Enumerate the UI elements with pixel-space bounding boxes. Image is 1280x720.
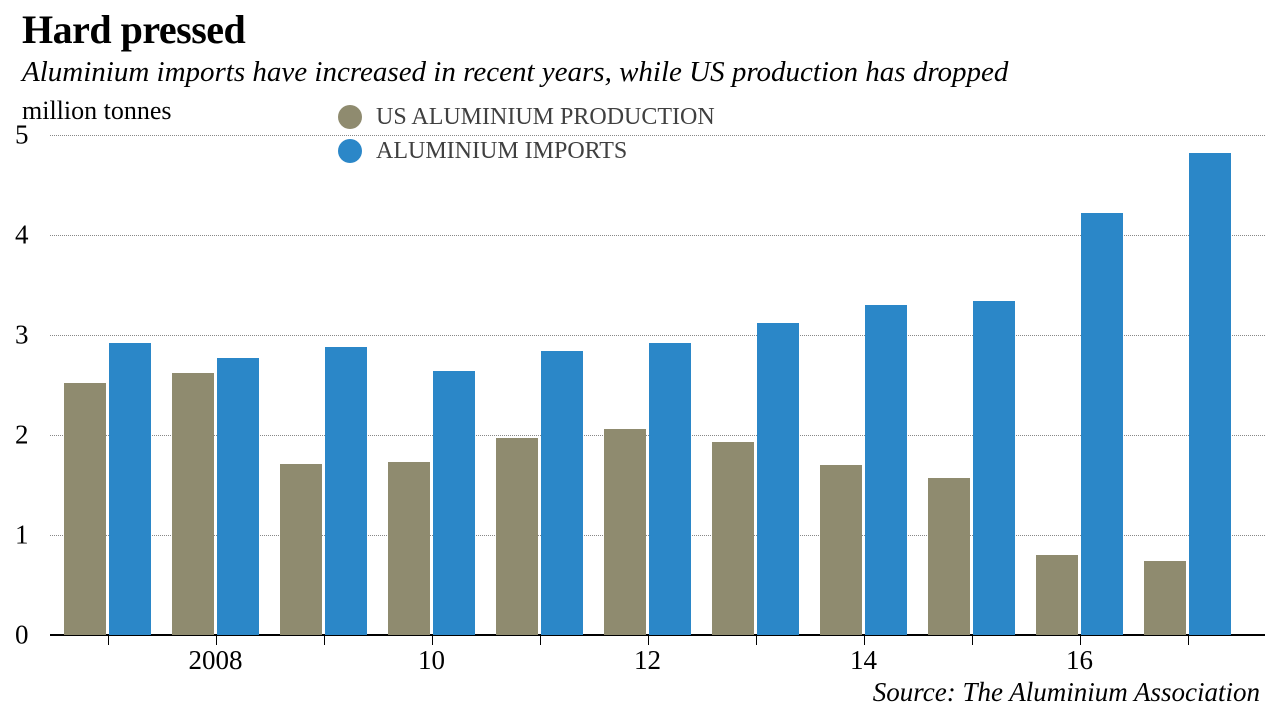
bar-imports (649, 343, 691, 635)
y-tick-label: 4 (15, 220, 55, 251)
bar-imports (865, 305, 907, 635)
bar-production (928, 478, 970, 635)
bar-production (64, 383, 106, 635)
y-tick-label: 2 (15, 420, 55, 451)
chart-container: Hard pressed Aluminium imports have incr… (0, 0, 1280, 720)
bar-production (604, 429, 646, 635)
x-tick-mark (756, 635, 757, 645)
legend-item-production: US ALUMINIUM PRODUCTION (338, 100, 715, 134)
bar-production (280, 464, 322, 635)
chart-title: Hard pressed (22, 6, 245, 53)
x-tick-mark (432, 635, 433, 645)
bar-production (172, 373, 214, 635)
bar-imports (325, 347, 367, 635)
x-tick-label: 2008 (189, 645, 243, 676)
bar-production (496, 438, 538, 635)
x-tick-mark (648, 635, 649, 645)
bar-production (388, 462, 430, 635)
x-tick-mark (216, 635, 217, 645)
x-tick-mark (540, 635, 541, 645)
bar-imports (1081, 213, 1123, 635)
bar-imports (217, 358, 259, 635)
y-tick-label: 1 (15, 520, 55, 551)
bar-imports (1189, 153, 1231, 635)
bar-imports (757, 323, 799, 635)
bar-imports (433, 371, 475, 635)
x-tick-mark (108, 635, 109, 645)
y-tick-label: 5 (15, 120, 55, 151)
bar-production (1036, 555, 1078, 635)
bar-imports (109, 343, 151, 635)
x-tick-label: 10 (418, 645, 445, 676)
legend-swatch-production (338, 105, 362, 129)
chart-source: Source: The Aluminium Association (873, 677, 1260, 708)
bar-production (712, 442, 754, 635)
x-tick-mark (324, 635, 325, 645)
x-tick-mark (1080, 635, 1081, 645)
chart-plot-area: 012345200810121416 (50, 135, 1265, 635)
gridline (50, 135, 1265, 136)
y-tick-label: 3 (15, 320, 55, 351)
x-tick-label: 14 (850, 645, 877, 676)
y-tick-label: 0 (15, 620, 55, 651)
bar-imports (973, 301, 1015, 635)
bar-production (820, 465, 862, 635)
x-tick-mark (864, 635, 865, 645)
x-tick-label: 12 (634, 645, 661, 676)
x-tick-label: 16 (1066, 645, 1093, 676)
legend-label-production: US ALUMINIUM PRODUCTION (376, 104, 715, 131)
x-tick-mark (972, 635, 973, 645)
chart-subtitle: Aluminium imports have increased in rece… (22, 56, 1008, 89)
bar-production (1144, 561, 1186, 635)
x-tick-mark (1188, 635, 1189, 645)
bar-imports (541, 351, 583, 635)
